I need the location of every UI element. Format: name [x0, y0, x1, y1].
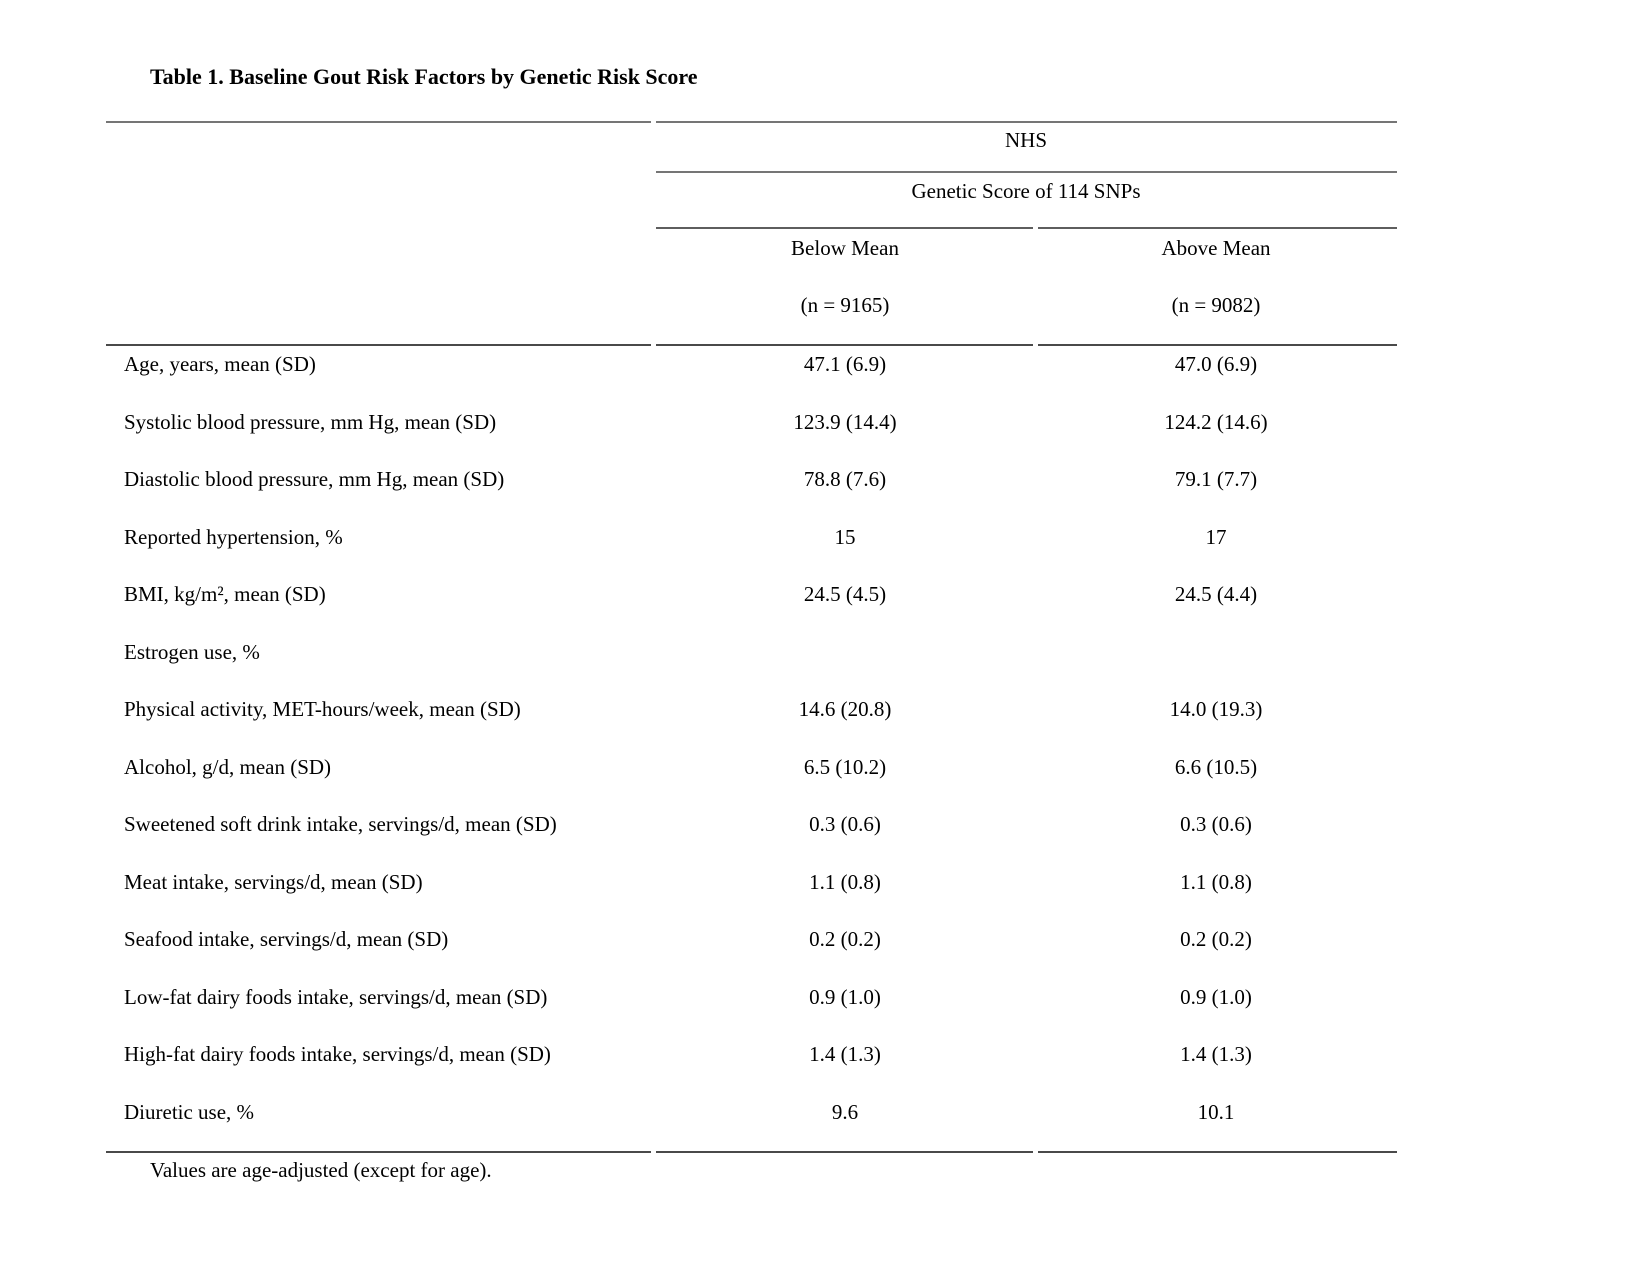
column-subgroup-header-genetic-score: Genetic Score of 114 SNPs — [911, 179, 1141, 203]
value-above-mean: 6.6 (10.5) — [1174, 754, 1258, 779]
value-below-mean: 1.1 (0.8) — [809, 869, 881, 894]
table-row: BMI, kg/m², mean (SD) 24.5 (4.5) 24.5 (4… — [105, 566, 1397, 624]
value-below-mean: 0.9 (1.0) — [809, 984, 881, 1009]
value-below-mean: 0.3 (0.6) — [809, 812, 881, 837]
row-label: Sweetened soft drink intake, servings/d,… — [124, 812, 557, 837]
horizontal-rule-header-bottom-right — [1038, 344, 1397, 346]
horizontal-rule-top-right — [656, 121, 1397, 123]
row-label: Alcohol, g/d, mean (SD) — [124, 754, 332, 779]
table-title: Table 1. Baseline Gout Risk Factors by G… — [150, 64, 698, 89]
table-row: Alcohol, g/d, mean (SD) 6.5 (10.2) 6.6 (… — [105, 739, 1397, 797]
column-n-above-mean: (n = 9082) — [1171, 293, 1261, 317]
row-label: Systolic blood pressure, mm Hg, mean (SD… — [124, 409, 497, 434]
row-label: Seafood intake, servings/d, mean (SD) — [124, 927, 449, 952]
value-below-mean: 14.6 (20.8) — [798, 697, 892, 722]
table-row: Systolic blood pressure, mm Hg, mean (SD… — [105, 394, 1397, 452]
value-above-mean: 0.2 (0.2) — [1180, 927, 1252, 952]
value-below-mean: 9.6 — [831, 1099, 859, 1124]
value-above-mean: 0.9 (1.0) — [1180, 984, 1252, 1009]
table-row: Estrogen use, % — [105, 624, 1397, 682]
horizontal-rule-header-bottom-left — [106, 344, 651, 346]
row-label: Meat intake, servings/d, mean (SD) — [124, 869, 423, 894]
row-label: Diuretic use, % — [124, 1099, 255, 1124]
value-above-mean: 17 — [1205, 524, 1227, 549]
value-below-mean: 0.2 (0.2) — [809, 927, 881, 952]
value-below-mean: 24.5 (4.5) — [803, 582, 887, 607]
horizontal-rule-table-bottom-right — [1038, 1151, 1397, 1153]
value-above-mean: 10.1 — [1197, 1099, 1235, 1124]
horizontal-rule-under-subgroup-right — [1038, 227, 1397, 229]
table-row: High-fat dairy foods intake, servings/d,… — [105, 1026, 1397, 1084]
value-below-mean: 1.4 (1.3) — [809, 1042, 881, 1067]
value-above-mean: 0.3 (0.6) — [1180, 812, 1252, 837]
table-body: Age, years, mean (SD) 47.1 (6.9) 47.0 (6… — [105, 336, 1397, 1141]
value-above-mean: 124.2 (14.6) — [1164, 409, 1268, 434]
horizontal-rule-under-subgroup-left — [656, 227, 1033, 229]
table-footnote: Values are age-adjusted (except for age)… — [150, 1158, 492, 1182]
column-header-below-mean: Below Mean — [791, 236, 899, 260]
table-row: Meat intake, servings/d, mean (SD) 1.1 (… — [105, 854, 1397, 912]
row-label: Reported hypertension, % — [124, 524, 343, 549]
value-below-mean: 15 — [834, 524, 856, 549]
value-above-mean: 47.0 (6.9) — [1174, 352, 1258, 377]
value-below-mean: 123.9 (14.4) — [793, 409, 897, 434]
table-row: Seafood intake, servings/d, mean (SD) 0.… — [105, 911, 1397, 969]
value-above-mean: 1.4 (1.3) — [1180, 1042, 1252, 1067]
column-group-header-nhs: NHS — [1004, 128, 1047, 152]
row-label: Low-fat dairy foods intake, servings/d, … — [124, 984, 548, 1009]
horizontal-rule-header-bottom-mid — [656, 344, 1033, 346]
row-label: High-fat dairy foods intake, servings/d,… — [124, 1042, 551, 1067]
horizontal-rule-table-bottom-mid — [656, 1151, 1033, 1153]
table-row: Diastolic blood pressure, mm Hg, mean (S… — [105, 451, 1397, 509]
table-row: Low-fat dairy foods intake, servings/d, … — [105, 969, 1397, 1027]
row-label: Diastolic blood pressure, mm Hg, mean (S… — [124, 467, 505, 492]
value-above-mean: 79.1 (7.7) — [1174, 467, 1258, 492]
table-row: Diuretic use, % 9.6 10.1 — [105, 1084, 1397, 1142]
horizontal-rule-top-left — [106, 121, 651, 123]
value-above-mean: 14.0 (19.3) — [1169, 697, 1263, 722]
value-above-mean: 1.1 (0.8) — [1180, 869, 1252, 894]
table-row: Sweetened soft drink intake, servings/d,… — [105, 796, 1397, 854]
table-row: Physical activity, MET-hours/week, mean … — [105, 681, 1397, 739]
column-header-above-mean: Above Mean — [1161, 236, 1271, 260]
row-label: Physical activity, MET-hours/week, mean … — [124, 697, 521, 722]
value-above-mean: 24.5 (4.4) — [1174, 582, 1258, 607]
table-row: Reported hypertension, % 15 17 — [105, 509, 1397, 567]
table-row: Age, years, mean (SD) 47.1 (6.9) 47.0 (6… — [105, 336, 1397, 394]
column-n-below-mean: (n = 9165) — [800, 293, 890, 317]
value-below-mean: 78.8 (7.6) — [803, 467, 887, 492]
value-below-mean: 6.5 (10.2) — [803, 754, 887, 779]
row-label: Age, years, mean (SD) — [124, 352, 316, 377]
value-below-mean: 47.1 (6.9) — [803, 352, 887, 377]
row-label: Estrogen use, % — [124, 639, 260, 664]
horizontal-rule-table-bottom-left — [106, 1151, 651, 1153]
row-label: BMI, kg/m², mean (SD) — [124, 582, 326, 607]
horizontal-rule-under-nhs — [656, 171, 1397, 173]
